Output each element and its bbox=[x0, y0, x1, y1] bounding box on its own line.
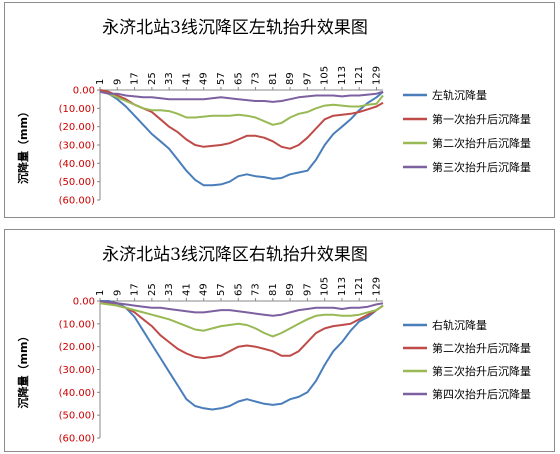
x-tick-label: 89 bbox=[285, 72, 296, 85]
x-tick-label: 113 bbox=[337, 277, 348, 296]
series-line-4 bbox=[99, 300, 384, 317]
x-tick-label: 81 bbox=[268, 72, 279, 85]
y-tick-label: (40.00) bbox=[59, 159, 96, 170]
x-tick-label: 105 bbox=[320, 277, 331, 296]
x-tick-label: 49 bbox=[199, 72, 210, 85]
series-line-1 bbox=[99, 89, 384, 187]
legend-entry: 第四次抬升后沉降量 bbox=[432, 387, 531, 401]
x-tick-label: 57 bbox=[216, 72, 227, 85]
x-tick-label: 1 bbox=[95, 290, 106, 296]
y-tick-label: (10.00) bbox=[59, 104, 96, 115]
x-tick-label: 65 bbox=[233, 283, 244, 296]
series-line-3 bbox=[99, 302, 384, 338]
y-tick-label: 0.00 bbox=[73, 86, 95, 97]
y-axis-label: 沉降量（mm） bbox=[16, 331, 30, 409]
series-line-2 bbox=[100, 302, 384, 360]
legend-entry: 第二次抬升后沉降量 bbox=[432, 341, 531, 355]
series-line-1 bbox=[100, 300, 384, 411]
series-line-3 bbox=[99, 90, 384, 126]
x-tick-label: 73 bbox=[251, 72, 262, 85]
x-tick-label: 33 bbox=[164, 283, 175, 296]
x-tick-label: 41 bbox=[181, 72, 192, 85]
x-tick-label: 9 bbox=[112, 79, 123, 85]
y-tick-label: (60.00) bbox=[59, 434, 96, 445]
chart-svg-left-rail: 0.00 (10.00) (20.00) (30.00) (40.00) (50.00) (… bbox=[16, 66, 531, 207]
legend-entry: 第二次抬升后沉降量 bbox=[432, 136, 531, 150]
x-tick-label: 57 bbox=[216, 283, 227, 296]
y-axis-label: 沉降量（mm） bbox=[16, 106, 30, 184]
x-tick-label: 81 bbox=[268, 283, 279, 296]
x-tick-label: 73 bbox=[251, 283, 262, 296]
x-tick-label: 1 bbox=[95, 79, 106, 85]
chart-panel-left-rail: 永济北站3线沉降区左轨抬升效果图 0.00 (10.00) (20.00) (30.0… bbox=[4, 2, 555, 218]
x-tick-label: 17 bbox=[130, 283, 141, 296]
chart-title: 永济北站3线沉降区右轨抬升效果图 bbox=[102, 245, 368, 265]
legend-entry: 第三次抬升后沉降量 bbox=[432, 160, 531, 174]
x-tick-label: 129 bbox=[372, 66, 383, 85]
x-tick-label: 129 bbox=[372, 277, 383, 296]
x-tick-label: 121 bbox=[354, 66, 365, 85]
x-tick-label: 65 bbox=[233, 72, 244, 85]
x-tick-label: 33 bbox=[164, 72, 175, 85]
x-tick-label: 25 bbox=[147, 283, 158, 296]
chart-panel-right-rail: 永济北站3线沉降区右轨抬升效果图 0.00 (10.00) (20.00) (30.0… bbox=[4, 229, 555, 452]
x-tick-label: 89 bbox=[285, 283, 296, 296]
y-tick-label: (50.00) bbox=[59, 177, 96, 188]
x-tick-label: 121 bbox=[354, 277, 365, 296]
x-tick-label: 25 bbox=[147, 72, 158, 85]
y-tick-label: (50.00) bbox=[59, 411, 96, 422]
chart-title: 永济北站3线沉降区左轨抬升效果图 bbox=[102, 18, 368, 38]
legend-entry: 左轨沉降量 bbox=[432, 88, 487, 102]
x-tick-label: 97 bbox=[302, 72, 313, 85]
y-tick-label: (20.00) bbox=[59, 122, 96, 133]
x-tick-label: 41 bbox=[181, 283, 192, 296]
y-tick-label: (60.00) bbox=[59, 196, 96, 207]
y-tick-label: (10.00) bbox=[59, 319, 96, 330]
y-tick-label: 0.00 bbox=[73, 297, 95, 308]
x-tick-label: 9 bbox=[112, 290, 123, 296]
legend-entry: 第一次抬升后沉降量 bbox=[432, 112, 531, 126]
series-line-4 bbox=[99, 90, 384, 103]
x-tick-label: 113 bbox=[337, 66, 348, 85]
x-tick-label: 49 bbox=[199, 283, 210, 296]
y-tick-label: (30.00) bbox=[59, 141, 96, 152]
x-tick-label: 97 bbox=[302, 283, 313, 296]
legend-entry: 右轨沉降量 bbox=[432, 318, 487, 332]
y-tick-label: (40.00) bbox=[59, 388, 96, 399]
y-tick-label: (20.00) bbox=[59, 342, 96, 353]
chart-svg-right-rail: 0.00 (10.00) (20.00) (30.00) (40.00) (50.00) (… bbox=[16, 277, 531, 445]
y-tick-label: (30.00) bbox=[59, 365, 96, 376]
legend-entry: 第三次抬升后沉降量 bbox=[432, 364, 531, 378]
x-tick-label: 17 bbox=[130, 72, 141, 85]
x-tick-label: 105 bbox=[320, 66, 331, 85]
